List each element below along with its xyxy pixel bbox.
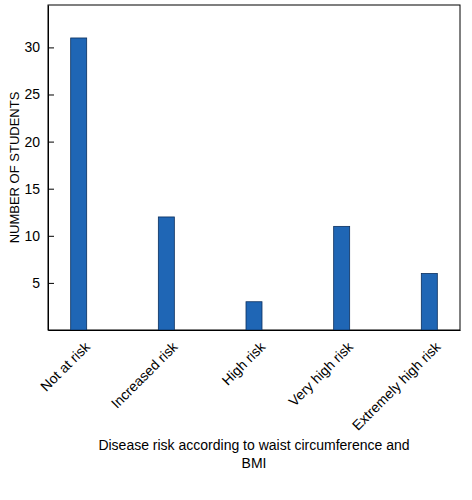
y-tick: 30 (24, 39, 54, 55)
y-tick-mark (48, 94, 54, 95)
x-tick: Extremely high risk (349, 330, 445, 433)
x-axis-line (49, 330, 461, 331)
plot-frame (48, 5, 460, 330)
bar (421, 273, 437, 330)
y-tick: 10 (24, 228, 54, 244)
y-tick-label: 25 (24, 86, 40, 102)
y-tick-label: 20 (24, 134, 40, 150)
bar (246, 302, 262, 330)
x-tick: High risk (218, 330, 269, 388)
bars (71, 38, 438, 330)
y-tick: 15 (24, 181, 54, 197)
y-axis-title: NUMBER OF STUDENTS (7, 91, 22, 243)
y-tick-label: 10 (24, 228, 40, 244)
x-tick-label: High risk (218, 338, 269, 389)
bar (71, 38, 87, 330)
x-tick: Very high risk (285, 330, 356, 409)
y-tick-mark (48, 236, 54, 237)
chart: 5 10 15 20 25 30 Not at riskIncreased risk High… (0, 0, 472, 500)
x-tick-label: Very high risk (285, 338, 356, 409)
x-axis: Not at riskIncreased risk High risk Very h… (37, 330, 460, 433)
y-tick-label: 30 (24, 39, 40, 55)
y-tick: 20 (24, 134, 54, 150)
y-tick-mark (48, 189, 54, 190)
y-tick: 5 (32, 275, 54, 291)
x-tick-label: Not at risk (37, 338, 94, 395)
x-tick: Increased risk (108, 330, 182, 411)
y-axis: 5 10 15 20 25 30 (24, 6, 54, 331)
bar (334, 226, 350, 330)
x-tick: Not at risk (37, 330, 94, 394)
y-tick-mark (48, 47, 54, 48)
y-tick-label: 15 (24, 181, 40, 197)
y-tick-label: 5 (32, 275, 40, 291)
x-tick-label: Increased risk (108, 338, 182, 412)
bar (158, 217, 174, 330)
y-tick: 25 (24, 86, 54, 102)
y-axis-line (48, 6, 49, 331)
x-axis-title: Disease risk according to waist circumfe… (98, 437, 409, 471)
y-tick-mark (48, 142, 54, 143)
y-tick-mark (48, 283, 54, 284)
x-tick-label: Extremely high risk (349, 338, 445, 434)
